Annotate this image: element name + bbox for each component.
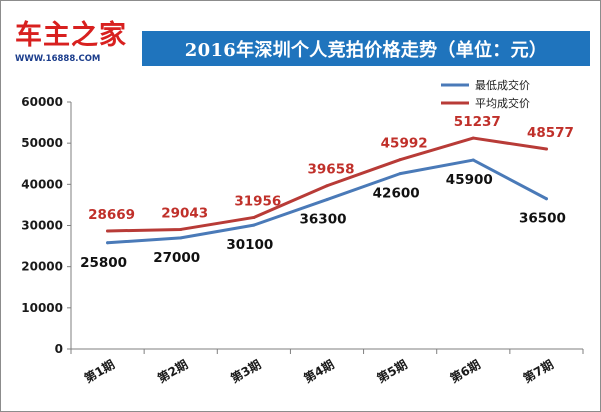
avg-price-point [325, 184, 329, 188]
logo-url: WWW.16888.COM [15, 54, 101, 64]
x-tick-label: 第2期 [155, 357, 191, 386]
y-tick-label: 0 [55, 342, 63, 356]
title-bar: 2016年深圳个人竞拍价格走势（单位：元） [142, 31, 590, 66]
site-logo: 车主之家 WWW.16888.COM [15, 21, 135, 73]
min-price-point [544, 197, 548, 201]
avg-price-point [544, 147, 548, 151]
x-tick-label: 第6期 [447, 357, 483, 386]
x-tick-label: 第1期 [82, 357, 118, 386]
y-tick-label: 40000 [21, 177, 63, 191]
y-tick-label: 10000 [21, 301, 63, 315]
avg-price-point [398, 158, 402, 162]
y-tick-label: 30000 [21, 219, 63, 233]
min-price-point [325, 198, 329, 202]
x-tick-label: 第4期 [301, 357, 337, 386]
avg-price-legend-label: 平均成交价 [475, 96, 530, 110]
min-price-data-label: 25800 [80, 255, 127, 271]
min-price-data-label: 27000 [153, 250, 200, 266]
avg-price-point [252, 215, 256, 219]
min-price-data-label: 42600 [373, 186, 420, 202]
avg-price-data-label: 48577 [527, 125, 574, 141]
min-price-point [471, 158, 475, 162]
min-price-point [252, 223, 256, 227]
min-price-point [106, 241, 110, 245]
avg-price-data-label: 28669 [88, 207, 135, 223]
min-price-legend-label: 最低成交价 [475, 78, 530, 92]
chart-title: 2016年深圳个人竞拍价格走势（单位：元） [184, 39, 548, 61]
avg-price-point [471, 136, 475, 140]
logo-text: 车主之家 [15, 20, 127, 51]
min-price-point [179, 236, 183, 240]
min-price-data-label: 36300 [300, 212, 347, 228]
min-price-data-label: 45900 [446, 172, 493, 188]
y-tick-label: 50000 [21, 136, 63, 150]
avg-price-point [106, 229, 110, 233]
y-tick-label: 20000 [21, 260, 63, 274]
avg-price-data-label: 51237 [454, 114, 501, 130]
y-tick-label: 60000 [21, 95, 63, 109]
avg-price-data-label: 29043 [161, 205, 208, 221]
x-tick-label: 第5期 [374, 357, 410, 386]
avg-price-data-label: 39658 [308, 162, 355, 178]
min-price-point [398, 172, 402, 176]
avg-price-data-label: 31956 [234, 193, 281, 209]
x-tick-label: 第3期 [228, 357, 264, 386]
min-price-data-label: 30100 [226, 237, 273, 253]
avg-price-point [179, 227, 183, 231]
x-tick-label: 第7期 [520, 357, 556, 386]
avg-price-data-label: 45992 [381, 136, 428, 152]
min-price-data-label: 36500 [519, 211, 566, 227]
